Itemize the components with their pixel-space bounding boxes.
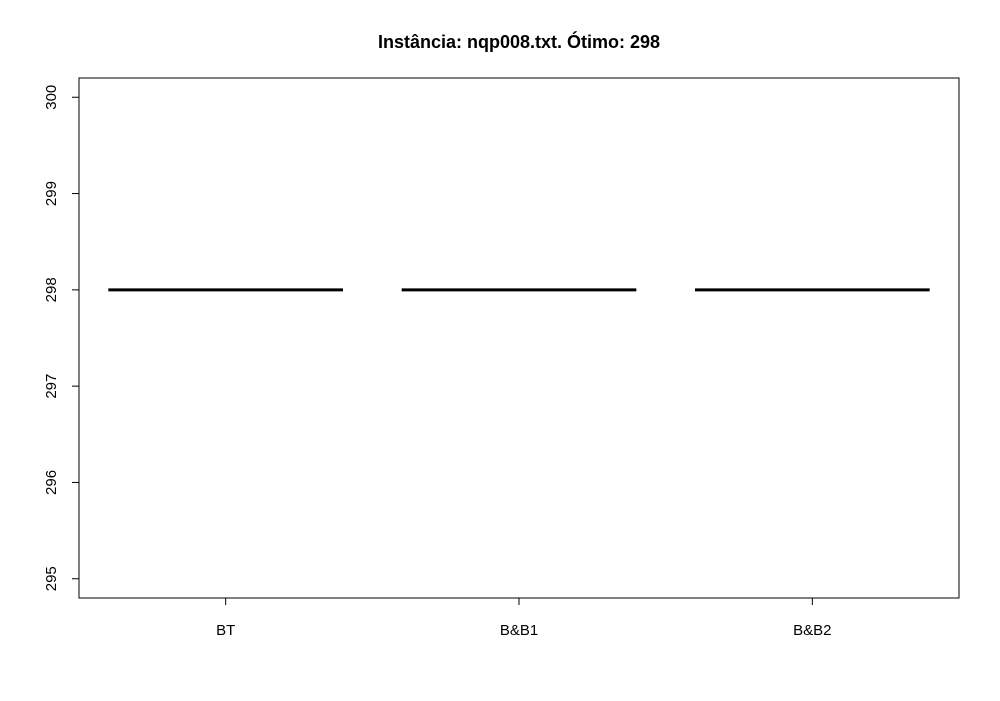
x-axis: BT B&B1 B&B2 xyxy=(216,597,832,639)
y-tick-label: 295 xyxy=(43,566,60,591)
plot-frame xyxy=(78,77,960,599)
x-tick-label: BT xyxy=(216,622,235,639)
x-tick-label: B&B2 xyxy=(793,622,831,639)
x-tick-label: B&B1 xyxy=(500,622,538,639)
y-tick-label: 300 xyxy=(43,85,60,110)
y-axis: 295 296 297 298 299 300 xyxy=(43,85,80,591)
y-tick-label: 297 xyxy=(43,374,60,399)
y-tick-label: 296 xyxy=(43,470,60,495)
y-tick-label: 299 xyxy=(43,181,60,206)
chart-title: Instância: nqp008.txt. Ótimo: 298 xyxy=(378,31,660,52)
y-tick-label: 298 xyxy=(43,277,60,302)
